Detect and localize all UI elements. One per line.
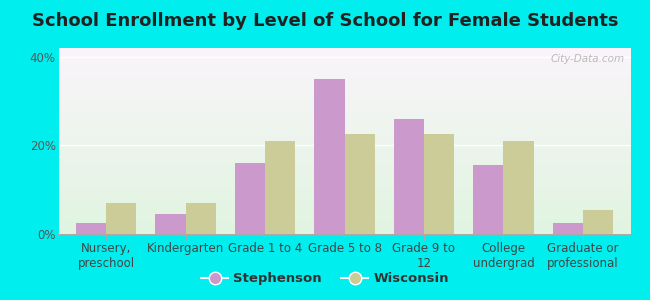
Bar <box>155 214 186 234</box>
Bar <box>473 165 503 234</box>
Bar <box>552 223 583 234</box>
Bar <box>315 79 344 234</box>
Bar <box>186 203 216 234</box>
Bar <box>344 134 374 234</box>
Bar <box>235 163 265 234</box>
Bar <box>394 119 424 234</box>
Text: School Enrollment by Level of School for Female Students: School Enrollment by Level of School for… <box>32 12 618 30</box>
Bar <box>503 141 534 234</box>
Bar <box>106 203 136 234</box>
Text: City-Data.com: City-Data.com <box>551 54 625 64</box>
Legend: Stephenson, Wisconsin: Stephenson, Wisconsin <box>196 267 454 290</box>
Bar <box>424 134 454 234</box>
Bar <box>76 223 106 234</box>
Bar <box>583 210 613 234</box>
Bar <box>265 141 295 234</box>
